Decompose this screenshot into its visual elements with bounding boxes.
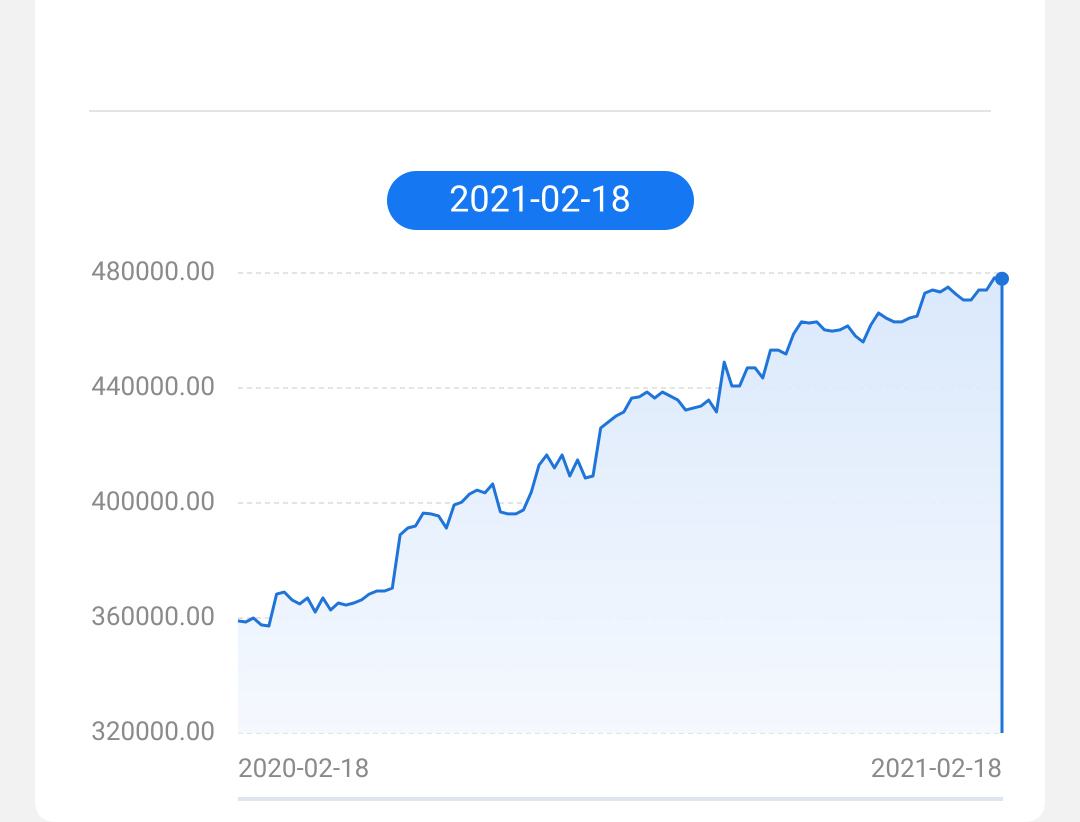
y-tick-label: 400000.00 <box>91 487 215 517</box>
area <box>238 277 1002 733</box>
y-tick-label: 360000.00 <box>91 602 215 632</box>
y-tick-label: 320000.00 <box>91 717 215 747</box>
x-tick-label: 2020-02-18 <box>238 754 369 784</box>
x-tick-label: 2021-02-18 <box>871 754 1002 784</box>
date-badge <box>387 171 694 230</box>
y-tick-label: 480000.00 <box>91 257 215 287</box>
point <box>995 271 1009 286</box>
y-tick-label: 440000.00 <box>91 372 215 402</box>
date-badge-label: 2021-02-18 <box>449 179 631 221</box>
line <box>237 276 1003 628</box>
plot: 480000.00 440000.00 400000.00 360000.00 3200… <box>91 257 1009 784</box>
